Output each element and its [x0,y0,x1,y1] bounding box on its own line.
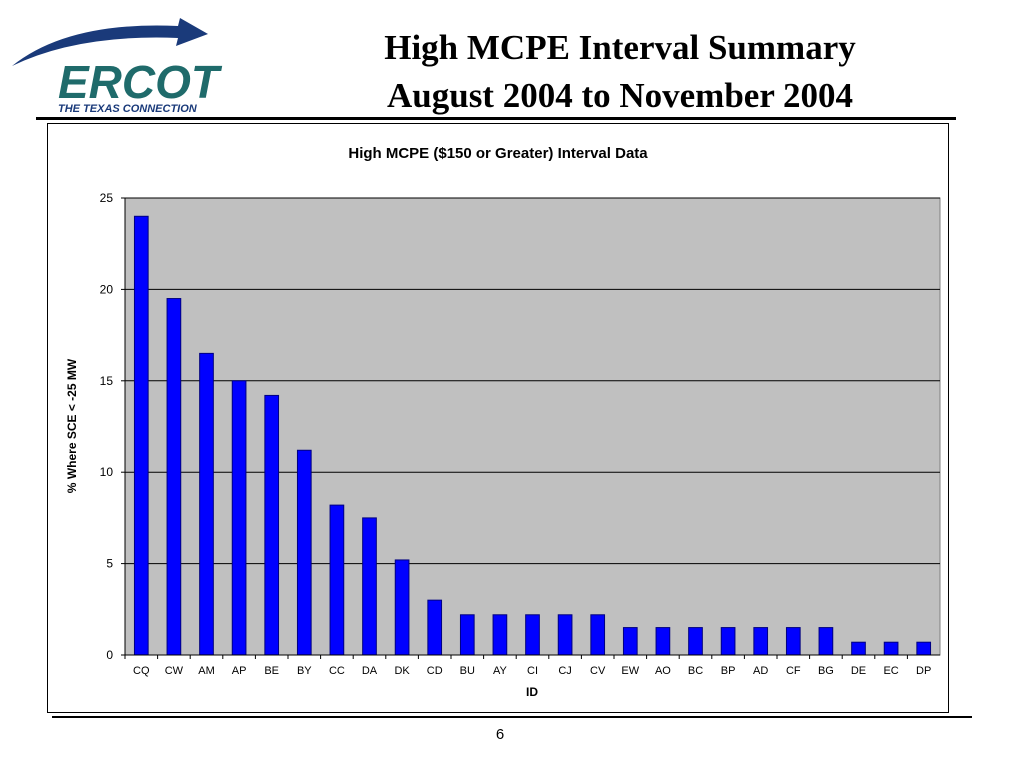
x-tick-label: CD [427,665,443,677]
bottom-divider [52,716,972,718]
x-tick-label: DE [851,665,866,677]
x-tick-label: CW [165,665,184,677]
bar-de [851,641,866,656]
x-tick-label: BC [688,665,703,677]
x-tick-label: AD [753,665,768,677]
x-tick-label: AP [232,665,247,677]
bar-by [296,449,312,656]
bar-be [264,394,280,656]
bar-cf [785,627,801,656]
bar-bg [818,627,834,656]
bar-ec [883,641,899,656]
y-tick-label: 10 [100,465,114,479]
y-axis-label: % Where SCE < -25 MW [65,358,79,493]
bar-bu [459,614,475,656]
page-number: 6 [495,726,505,743]
bar-cj [557,614,573,656]
x-tick-label: DP [916,665,931,677]
bar-ad [753,627,769,656]
x-tick-label: EW [621,665,639,677]
bar-dp [916,641,932,656]
x-tick-label: AY [493,665,508,677]
logo-tagline: THE TEXAS CONNECTION [58,103,198,115]
x-axis-label: ID [526,685,538,699]
y-tick-labels: 0 5 10 15 20 25 [100,191,125,662]
logo-wordmark: ERCOT [58,56,223,108]
top-divider [36,117,956,120]
x-tick-label: BG [818,665,834,677]
y-tick-label: 15 [100,374,114,388]
slide-title-line1: High MCPE Interval Summary [384,28,856,67]
y-tick-label: 0 [106,648,113,662]
bar-cc [329,504,345,656]
chart-title: High MCPE ($150 or Greater) Interval Dat… [348,145,648,162]
chart-frame: High MCPE ($150 or Greater) Interval Dat… [47,123,949,713]
x-tick-label: BY [297,665,312,677]
bar-ao [655,627,671,656]
bar-cw [166,298,182,656]
bar-cq [133,215,149,656]
x-tick-label: BP [721,665,736,677]
x-tick-label: DK [394,665,410,677]
x-tick-label: AM [198,665,215,677]
ercot-logo: ERCOT THE TEXAS CONNECTION [12,18,223,115]
bar-cd [427,599,443,656]
x-tick-label: AO [655,665,671,677]
x-tick-label: EC [883,665,898,677]
x-tick-label: CF [786,665,801,677]
x-tick-label: CI [527,665,538,677]
bar-am [199,352,214,656]
x-tick-label: BE [264,665,279,677]
bar-bc [688,627,703,656]
bar-da [362,517,377,656]
x-tick-label: CV [590,665,606,677]
bar-ew [622,627,638,656]
bar-bp [720,627,736,656]
bar-cv [590,614,606,656]
x-tick-labels: CQ CW AM AP BE BY CC DA DK CD BU AY CI CJ CV EW AO BC BP AD… [124,655,931,677]
bar-ci [525,614,540,656]
plot-area [124,197,941,656]
bar-chart: High MCPE ($150 or Greater) Interval Dat… [65,145,941,699]
bar-ay [492,614,508,656]
logo-arc [12,18,208,66]
x-tick-label: CJ [558,665,571,677]
x-tick-label: BU [460,665,475,677]
y-tick-label: 25 [100,191,114,205]
bars [133,215,932,656]
y-tick-label: 20 [100,282,114,296]
bar-dk [394,559,410,656]
bar-ap [231,380,247,656]
x-tick-label: DA [362,665,378,677]
x-tick-label: CQ [133,665,150,677]
slide-title-line2: August 2004 to November 2004 [386,76,853,115]
x-tick-label: CC [329,665,345,677]
y-tick-label: 5 [106,557,113,571]
